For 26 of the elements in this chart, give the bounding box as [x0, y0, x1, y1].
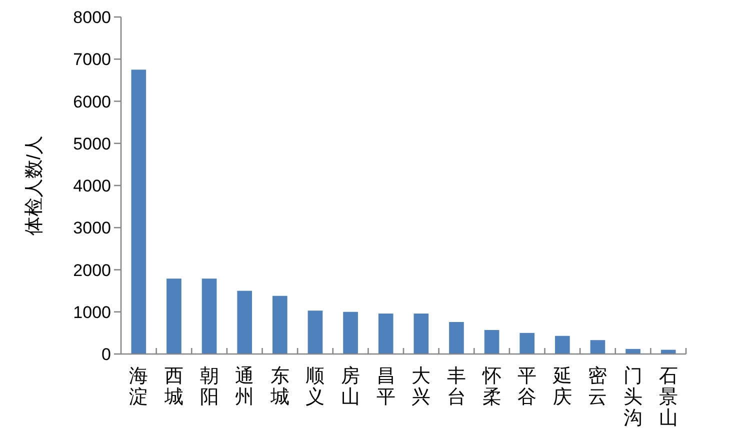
x-tick-label: 顺义 — [306, 366, 325, 408]
x-tick-label: 石景山 — [658, 366, 678, 429]
y-tick-label: 2000 — [73, 260, 111, 280]
x-tick-label: 怀柔 — [481, 366, 502, 408]
x-tick-label: 大兴 — [412, 366, 431, 408]
x-tick-label: 延庆 — [552, 366, 572, 408]
y-axis-title: 体检人数/人 — [24, 135, 45, 236]
x-tick-label: 丰台 — [446, 366, 466, 408]
x-tick-label: 密云 — [588, 365, 608, 408]
y-tick-label: 0 — [102, 345, 111, 364]
x-tick-label: 门头沟 — [624, 365, 643, 429]
x-tick-label: 西城 — [163, 366, 184, 408]
x-tick-label: 昌平 — [376, 366, 396, 408]
x-tick-label: 通州 — [235, 366, 254, 408]
y-tick-label: 3000 — [73, 218, 111, 238]
x-tick-label: 朝阳 — [200, 366, 219, 408]
x-tick-label: 平谷 — [518, 366, 537, 408]
y-tick-label: 6000 — [73, 92, 111, 112]
y-tick-label: 4000 — [73, 176, 111, 196]
x-tick-label: 东城 — [269, 366, 290, 408]
x-tick-label: 海淀 — [129, 366, 148, 408]
x-tick-label: 房山 — [341, 365, 360, 408]
y-tick-label: 8000 — [73, 8, 111, 27]
y-tick-label: 5000 — [73, 134, 111, 154]
y-tick-label: 1000 — [73, 302, 111, 322]
y-tick-label: 7000 — [73, 50, 111, 70]
